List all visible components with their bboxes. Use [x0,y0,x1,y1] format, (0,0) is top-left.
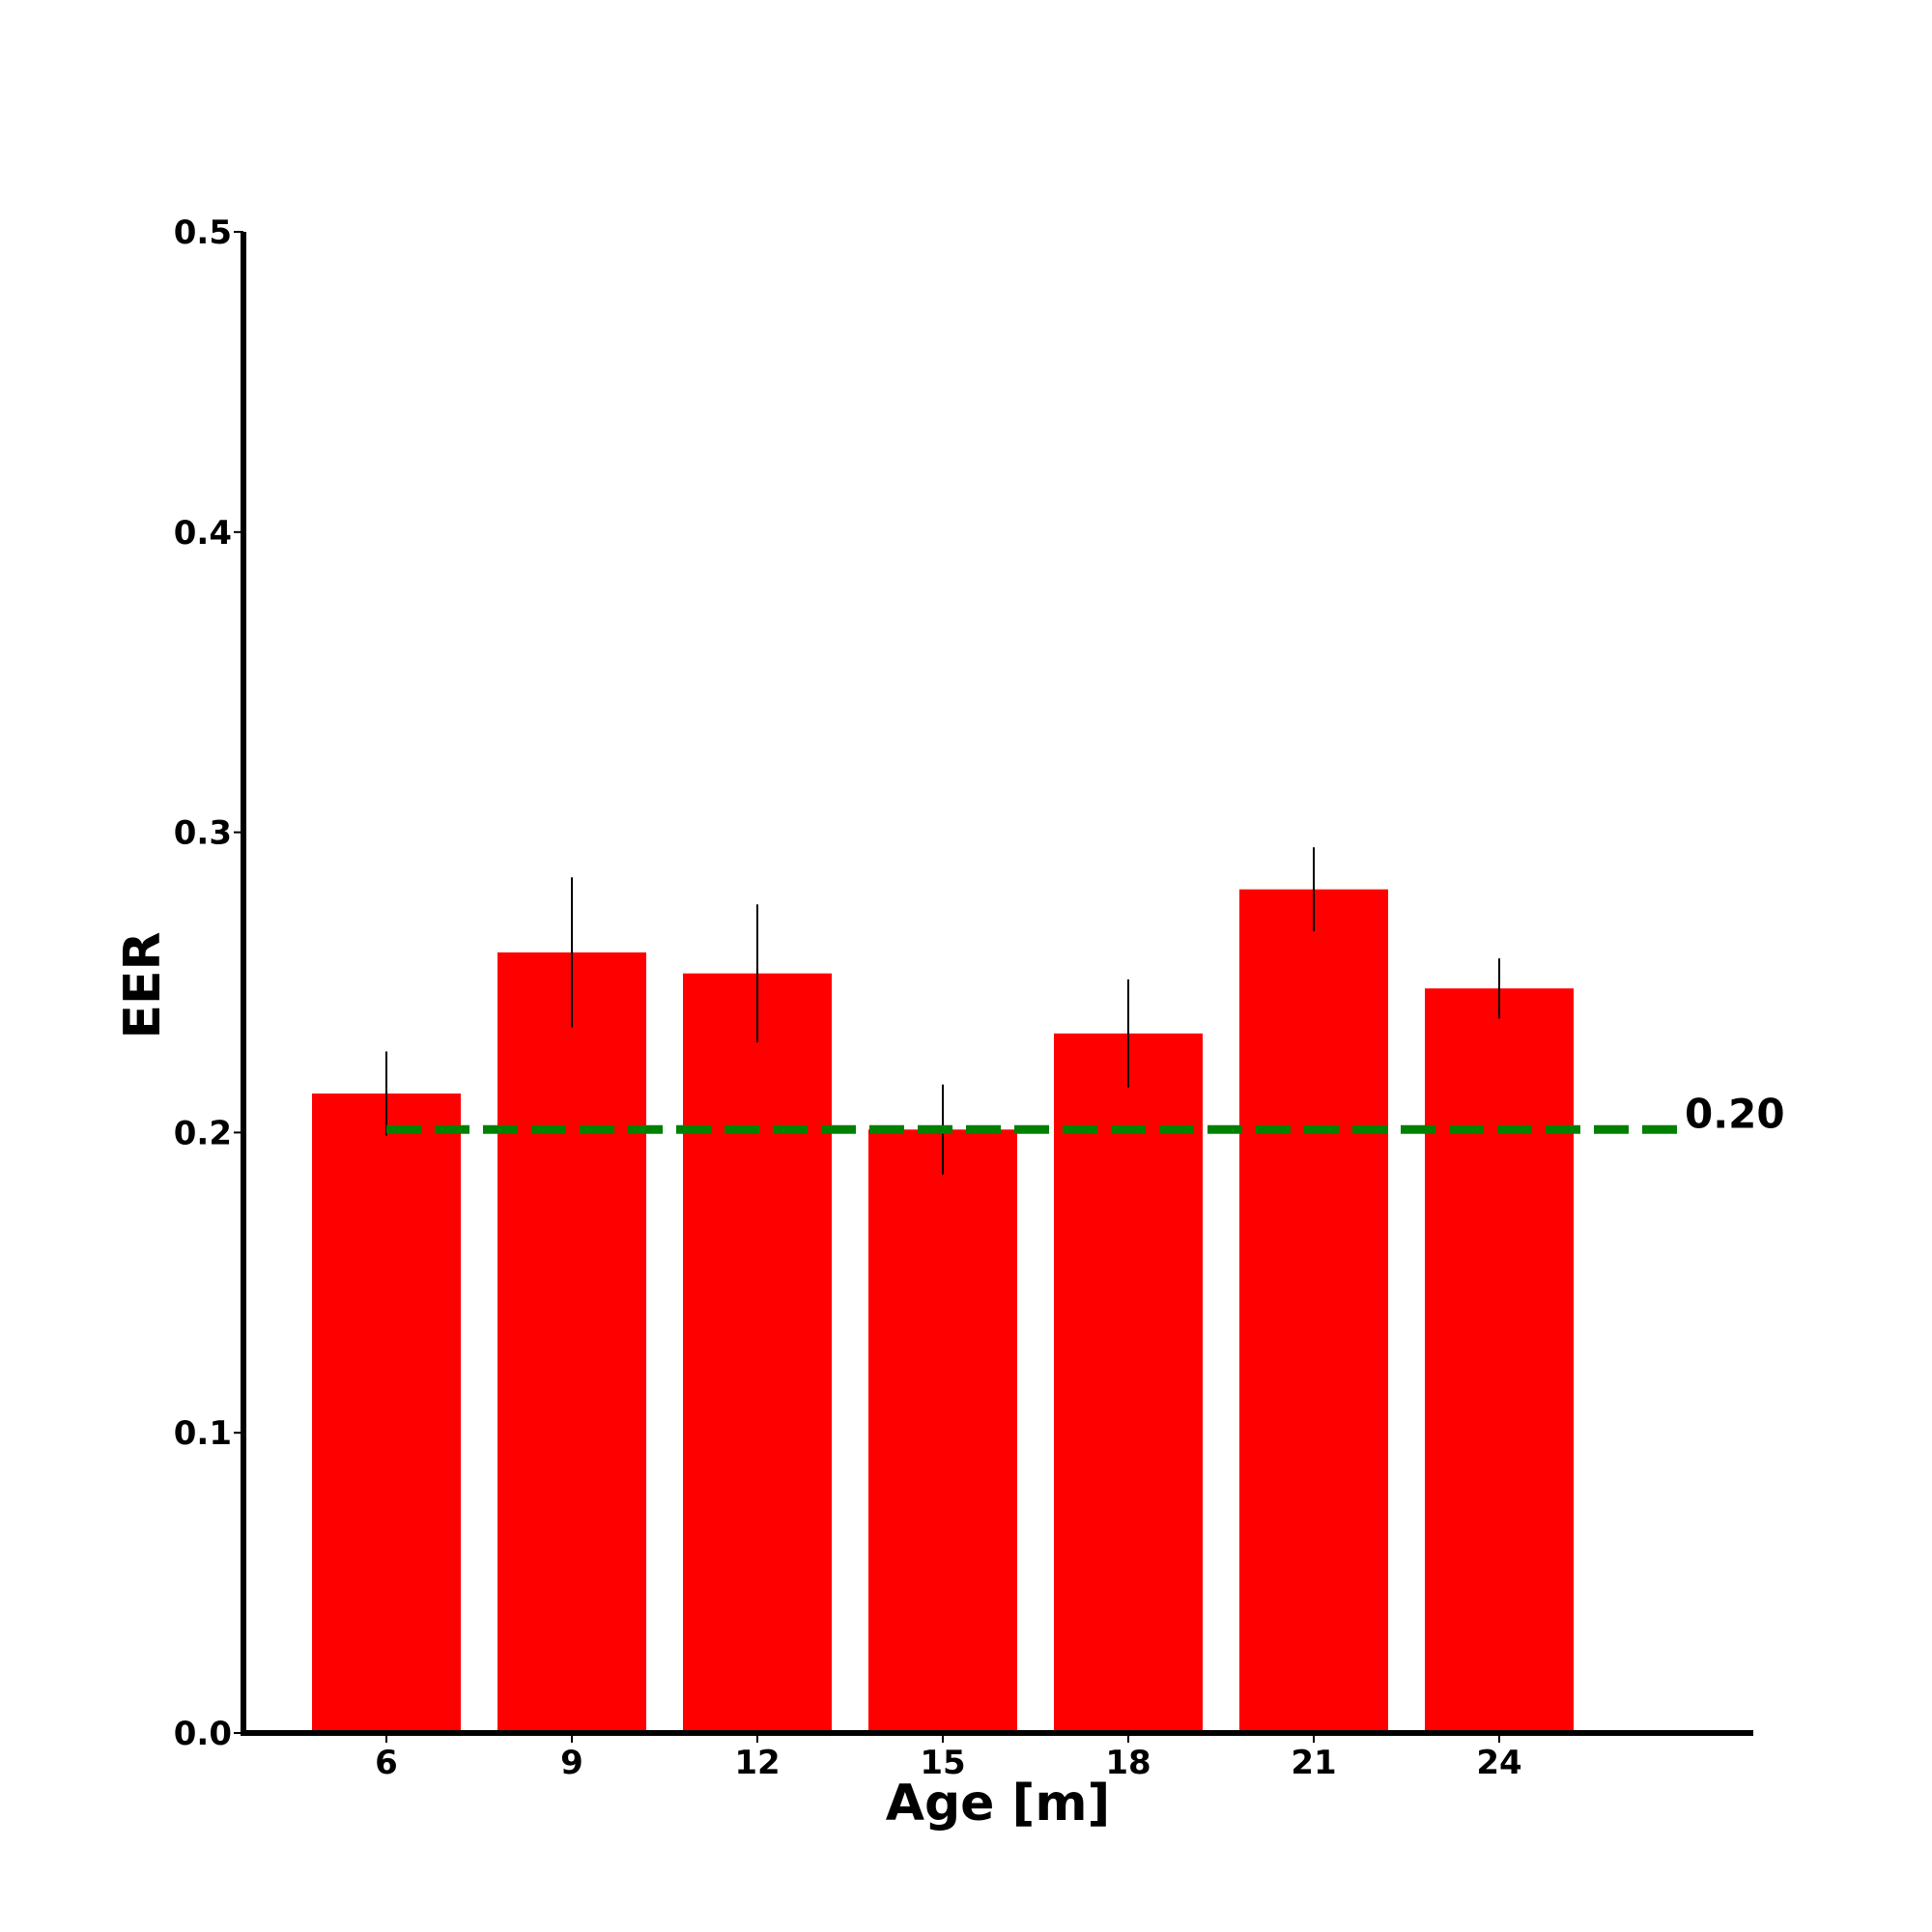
x-tick-label: 18 [1105,1744,1151,1782]
x-tick-label: 24 [1476,1744,1521,1782]
y-tick-label: 0.0 [174,1715,232,1753]
y-axis-label: EER [114,931,172,1038]
x-tick-label: 15 [920,1744,965,1782]
y-tick-label: 0.2 [174,1114,232,1152]
bar-18 [1054,1033,1203,1733]
y-tick-label: 0.3 [174,814,232,853]
bars-group [312,889,1574,1733]
y-tick-label: 0.5 [174,213,232,252]
y-tick-label: 0.1 [174,1414,232,1453]
bar-12 [683,973,832,1733]
x-tick-label: 12 [734,1744,780,1782]
bar-6 [312,1093,461,1733]
y-tick-label: 0.4 [174,514,232,553]
bar-24 [1425,988,1574,1733]
x-tick-label: 9 [560,1744,583,1782]
y-axis-ticks: 0.0 0.1 0.2 0.3 0.4 0.5 [174,213,243,1753]
x-axis-label: Age [m] [886,1775,1111,1833]
x-tick-label: 6 [375,1744,398,1782]
bar-15 [868,1129,1017,1733]
bar-9 [497,952,646,1733]
x-tick-label: 21 [1291,1744,1336,1782]
bar-21 [1239,889,1388,1733]
error-bars-group [385,847,1500,1175]
reference-line-label: 0.20 [1685,1090,1785,1137]
x-axis-ticks: 6 9 12 15 18 21 24 [375,1733,1522,1782]
